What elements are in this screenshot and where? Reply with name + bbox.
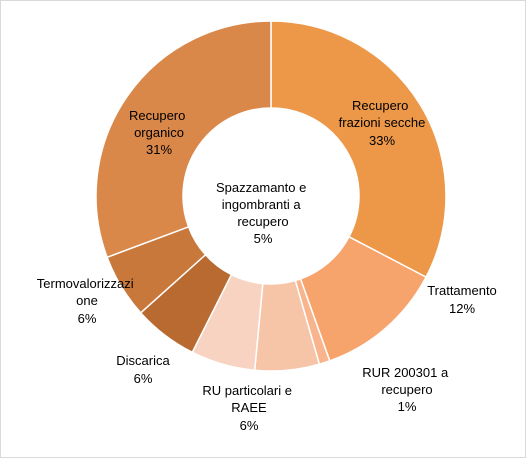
slice-value-recupero-frazioni-secche: 33%	[369, 133, 395, 148]
slice-value-trattamento: 12%	[449, 301, 475, 316]
slice-label-recupero-frazioni-secche: Recupero frazioni secche	[339, 98, 426, 130]
slice-value-ru-particolari: 6%	[240, 418, 259, 433]
slice-label-termovalorizzazione: Termovalorizzazi one	[37, 276, 137, 308]
slice-label-rur-200301: RUR 200301 a recupero	[362, 365, 452, 397]
slice-value-discarica: 6%	[134, 371, 153, 386]
donut-slices	[95, 20, 447, 372]
slice-value-rur-200301: 1%	[398, 399, 417, 414]
donut-slice-7	[95, 20, 272, 259]
slice-label-recupero-organico: Recupero organico	[129, 108, 189, 140]
slice-label-trattamento: Trattamento	[427, 283, 497, 298]
center-label: Spazzamanto e ingombranti a recupero	[216, 180, 310, 229]
slice-label-ru-particolari: RU particolari e RAEE	[202, 383, 295, 415]
donut-slice-0	[270, 20, 447, 279]
slice-value-termovalorizzazione: 6%	[78, 311, 97, 326]
center-value-label: 5%	[254, 231, 273, 246]
slice-label-discarica: Discarica	[116, 353, 170, 368]
slice-value-recupero-organico: 31%	[146, 142, 172, 157]
